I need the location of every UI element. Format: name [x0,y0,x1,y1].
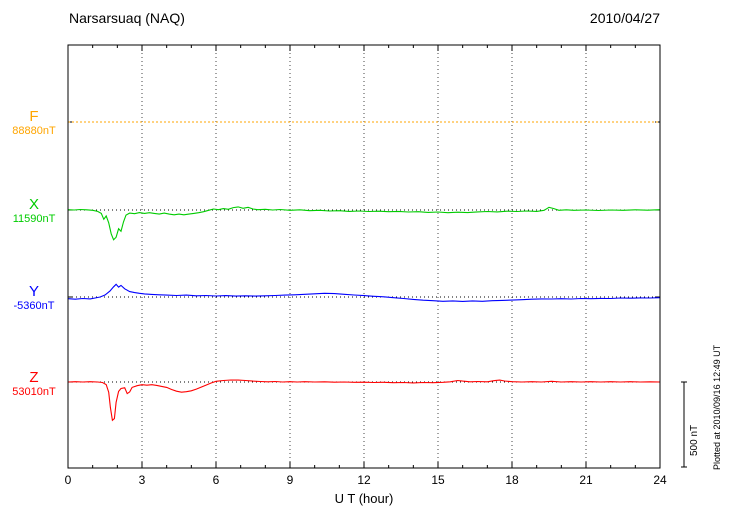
series-label-x: X 11590nT [4,196,64,226]
x-tick-label: 12 [357,473,371,487]
series-baseline-value: 53010nT [12,386,56,398]
series-letter: F [29,108,39,125]
series-baseline-value: 88880nT [12,125,56,137]
x-tick-label: 9 [287,473,294,487]
series-letter: Y [28,283,39,300]
station-title: Narsarsuaq (NAQ) [69,10,185,26]
plot-frame [67,44,661,469]
x-tick-label: 15 [431,473,445,487]
series-baseline-value: 11590nT [12,213,56,225]
x-tick-label: 3 [139,473,146,487]
x-tick-label: 6 [213,473,220,487]
series-label-z: Z 53010nT [4,369,64,399]
plotted-at-note: Plotted at 2010/09/16 12:49 UT [712,344,722,470]
scale-bar-label: 500 nT [689,424,700,456]
series-trace-Y [67,283,661,302]
series-trace-Z [67,379,661,422]
x-tick-label: 0 [65,473,72,487]
x-axis-label: U T (hour) [334,491,394,506]
date-label: 2010/04/27 [589,10,660,26]
series-letter: Z [29,369,39,386]
series-trace-X [67,206,661,241]
x-tick-label: 24 [653,473,667,487]
series-label-f: F 88880nT [4,108,64,138]
series-baseline-value: -5360nT [13,300,55,312]
x-tick-label: 21 [579,473,593,487]
series-letter: X [28,196,39,213]
x-tick-label: 18 [505,473,519,487]
series-label-y: Y -5360nT [4,283,64,313]
